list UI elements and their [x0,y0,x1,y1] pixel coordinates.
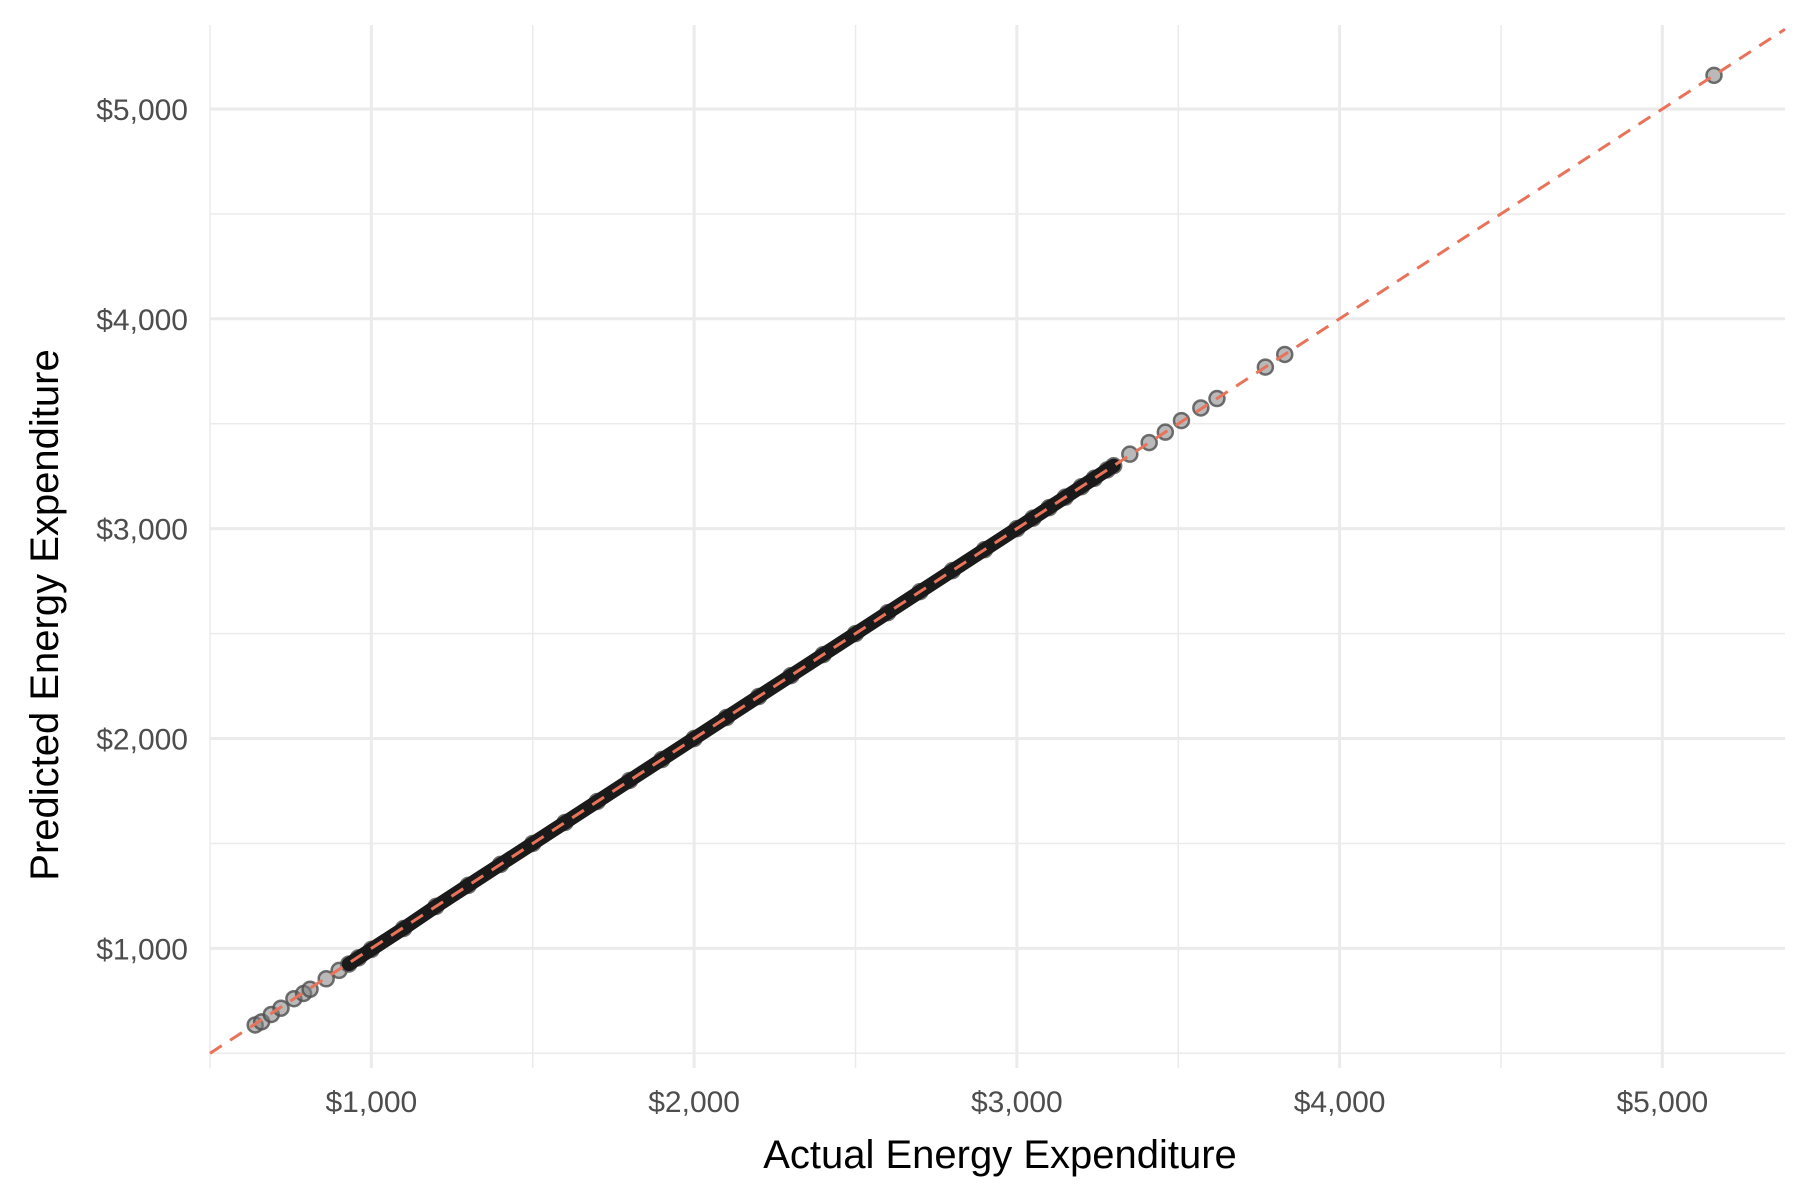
x-axis-tick-labels: $1,000 $2,000 $3,000 $4,000 $5,000 [325,1086,1708,1119]
x-tick-label: $2,000 [648,1086,740,1119]
y-tick-label: $1,000 [96,933,188,966]
y-axis-tick-labels: $1,000 $2,000 $3,000 $4,000 $5,000 [96,94,188,966]
y-tick-label: $2,000 [96,724,188,757]
x-tick-label: $5,000 [1616,1086,1708,1119]
identity-reference-line [209,27,1786,1055]
y-tick-label: $3,000 [96,514,188,547]
x-axis-title: Actual Energy Expenditure [763,1133,1237,1177]
x-tick-label: $1,000 [325,1086,417,1119]
reference-line [209,27,1786,1055]
x-tick-label: $3,000 [971,1086,1063,1119]
x-tick-label: $4,000 [1294,1086,1386,1119]
y-axis-title: Predicted Energy Expenditure [23,349,67,880]
minor-gridlines [209,25,1785,1068]
y-tick-label: $5,000 [96,94,188,127]
major-gridlines [210,25,1785,1068]
y-tick-label: $4,000 [96,304,188,337]
data-point [317,970,335,988]
